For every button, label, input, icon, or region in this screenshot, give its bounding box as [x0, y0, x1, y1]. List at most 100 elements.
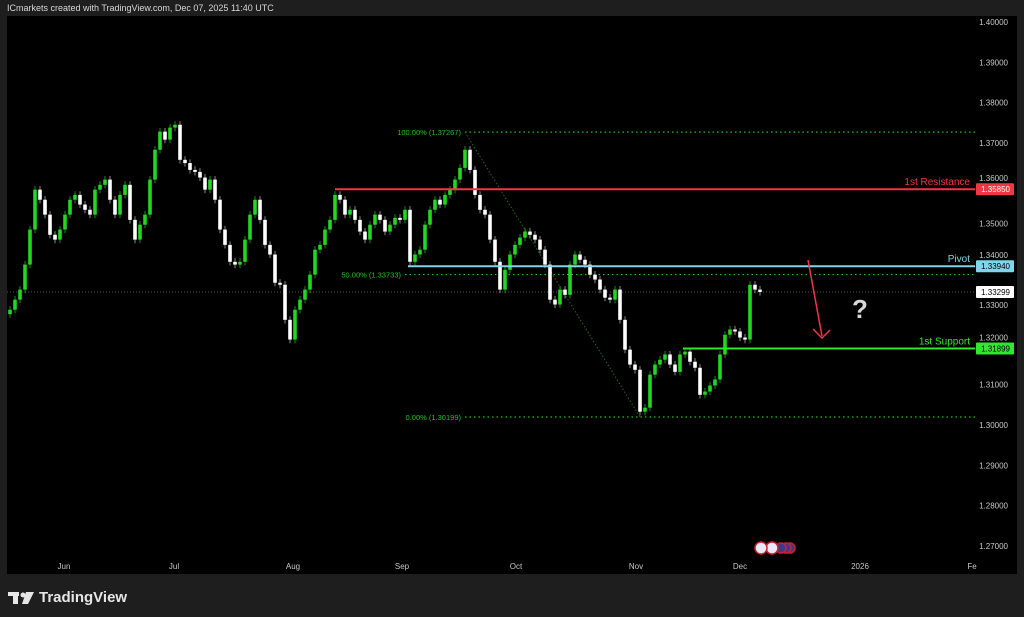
candle-body: [148, 179, 152, 215]
candle-body: [248, 214, 252, 240]
candle-body: [723, 334, 727, 355]
candle-body: [373, 214, 377, 225]
candle-body: [338, 194, 342, 200]
candle-body: [303, 289, 307, 300]
candle-body: [398, 217, 402, 220]
candle-body: [743, 337, 747, 340]
chart-background: [7, 16, 1017, 574]
candle-body: [538, 239, 542, 250]
candle-body: [278, 282, 282, 285]
candle-body: [73, 194, 77, 200]
candle-body: [493, 239, 497, 262]
time-tick-label: Oct: [510, 562, 523, 571]
candle-body: [738, 331, 742, 338]
candle-body: [168, 127, 172, 140]
candle-body: [478, 194, 482, 210]
price-tick-label: 1.38000: [979, 99, 1008, 108]
candle-body: [508, 254, 512, 270]
question-annotation: ?: [852, 294, 868, 324]
candle-body: [448, 189, 452, 195]
candle-body: [368, 224, 372, 240]
price-tick-label: 1.40000: [979, 18, 1008, 27]
candle-body: [58, 229, 62, 240]
candle-body: [268, 244, 272, 255]
candle-body: [403, 209, 407, 220]
candle-body: [273, 254, 277, 283]
candle-body: [733, 329, 737, 332]
support-label: 1st Support: [919, 336, 970, 347]
candle-body: [678, 354, 682, 372]
candle-body: [218, 199, 222, 230]
candle-body: [353, 209, 357, 220]
candle-body: [113, 199, 117, 215]
candle-body: [83, 204, 87, 210]
candle-body: [458, 167, 462, 180]
candle-body: [98, 184, 102, 190]
price-tick-label: 1.28000: [979, 502, 1008, 511]
candle-body: [133, 219, 137, 240]
chart-attribution: ICmarkets created with TradingView.com, …: [7, 3, 274, 13]
candle-body: [283, 284, 287, 320]
time-tick-label: Fe: [967, 562, 977, 571]
candle-body: [728, 329, 732, 335]
candle-body: [693, 361, 697, 368]
candle-body: [618, 289, 622, 320]
candle-body: [8, 309, 12, 315]
price-tick-label: 1.36000: [979, 174, 1008, 183]
candle-body: [88, 209, 92, 215]
price-tick-label: 1.27000: [979, 542, 1008, 551]
tradingview-brand: TradingView: [39, 589, 128, 606]
candle-body: [443, 194, 447, 205]
candle-body: [243, 239, 247, 262]
candle-body: [198, 171, 202, 178]
candle-body: [208, 179, 212, 190]
tradingview-logo[interactable]: TradingView: [8, 589, 127, 606]
candle-body: [758, 289, 762, 293]
candle-body: [103, 179, 107, 185]
candle-body: [258, 199, 262, 220]
candle-body: [683, 351, 687, 355]
candle-body: [298, 299, 302, 310]
candle-body: [193, 169, 197, 172]
candle-body: [108, 179, 112, 200]
time-tick-label: 2026: [851, 562, 869, 571]
candle-body: [68, 199, 72, 215]
candle-body: [498, 261, 502, 290]
candle-body: [613, 289, 617, 300]
candle-body: [318, 244, 322, 250]
candle-body: [93, 189, 97, 215]
price-tick-label: 1.33000: [979, 301, 1008, 310]
candle-body: [183, 159, 187, 164]
price-tick-label: 1.37000: [979, 139, 1008, 148]
candle-body: [438, 199, 442, 205]
candle-body: [178, 124, 182, 160]
time-tick-label: Dec: [733, 562, 747, 571]
event-flags-icon[interactable]: [754, 541, 796, 555]
candle-body: [453, 179, 457, 190]
candle-body: [48, 214, 52, 235]
current-price-text: 1.33299: [981, 288, 1010, 297]
time-tick-label: Nov: [629, 562, 643, 571]
candle-body: [658, 359, 662, 365]
candle-body: [698, 367, 702, 395]
candle-body: [483, 209, 487, 215]
candle-body: [518, 237, 522, 245]
candle-body: [558, 289, 562, 305]
candle-body: [583, 259, 587, 265]
candle-body: [123, 184, 127, 195]
candle-body: [228, 244, 232, 262]
candle-body: [513, 244, 517, 255]
candle-body: [688, 351, 692, 362]
candle-body: [128, 184, 132, 220]
candle-body: [553, 299, 557, 305]
candle-body: [563, 289, 567, 295]
candle-body: [293, 309, 297, 340]
candle-body: [213, 179, 217, 200]
candle-body: [188, 163, 192, 170]
fib-level-label: 50.00% (1.33733): [341, 271, 401, 280]
current-price-badge: [976, 286, 1014, 299]
candle-body: [288, 319, 292, 340]
candle-body: [568, 264, 572, 295]
candle-body: [23, 264, 27, 290]
